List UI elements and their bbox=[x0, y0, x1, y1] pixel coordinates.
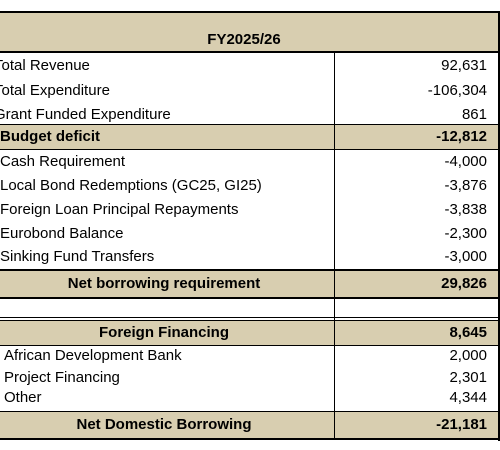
row-label: Cash Requirement bbox=[0, 153, 126, 170]
rule bbox=[0, 124, 500, 125]
row-label: Net borrowing requirement bbox=[67, 275, 261, 292]
table-row-foreign-loan-repayments: Foreign Loan Principal Repayments -3,838 bbox=[0, 201, 500, 223]
header-band: FY2025/26 bbox=[0, 11, 500, 51]
rule bbox=[0, 317, 500, 318]
table-row-budget-deficit: Budget deficit -12,812 bbox=[0, 125, 500, 149]
row-label: Eurobond Balance bbox=[0, 225, 124, 242]
rule bbox=[0, 438, 500, 440]
table-row-eurobond-balance: Eurobond Balance -2,300 bbox=[0, 225, 500, 247]
header-rule bbox=[0, 51, 500, 53]
table-row-local-bond-redemptions: Local Bond Redemptions (GC25, GI25) -3,8… bbox=[0, 177, 500, 199]
table-row-african-development-bank: African Development Bank 2,000 bbox=[0, 347, 500, 368]
row-value: -3,000 bbox=[444, 248, 487, 265]
row-value: -21,181 bbox=[436, 416, 487, 433]
row-label: Local Bond Redemptions (GC25, GI25) bbox=[0, 177, 262, 194]
row-value: -3,876 bbox=[444, 177, 487, 194]
row-label: African Development Bank bbox=[4, 347, 182, 364]
row-value: 8,645 bbox=[449, 324, 487, 341]
rule bbox=[0, 297, 500, 299]
table-row-sinking-fund-transfers: Sinking Fund Transfers -3,000 bbox=[0, 248, 500, 270]
table-row-other: Other 4,344 bbox=[0, 389, 500, 410]
row-value: -4,000 bbox=[444, 153, 487, 170]
table-row-net-borrowing-requirement: Net borrowing requirement 29,826 bbox=[0, 271, 500, 297]
row-value: 861 bbox=[461, 106, 487, 123]
row-value: 2,000 bbox=[449, 347, 487, 364]
rule bbox=[0, 411, 500, 412]
table-row-foreign-financing: Foreign Financing 8,645 bbox=[0, 321, 500, 345]
row-label: Foreign Loan Principal Repayments bbox=[0, 201, 239, 218]
row-value: -106,304 bbox=[427, 82, 487, 99]
row-label: Budget deficit bbox=[0, 128, 100, 145]
financing-table: FY2025/26 Total Revenue 92,631 Total Exp… bbox=[0, 11, 500, 441]
table-row-total-revenue: Total Revenue 92,631 bbox=[0, 57, 500, 79]
table-row-net-domestic-borrowing: Net Domestic Borrowing -21,181 bbox=[0, 412, 500, 438]
row-label: Grant Funded Expenditure bbox=[0, 106, 171, 123]
rule bbox=[0, 149, 500, 150]
rule bbox=[0, 320, 500, 321]
column-divider bbox=[334, 51, 335, 439]
table-row-cash-requirement: Cash Requirement -4,000 bbox=[0, 153, 500, 175]
row-value: -2,300 bbox=[444, 225, 487, 242]
table-row-total-expenditure: Total Expenditure -106,304 bbox=[0, 82, 500, 104]
right-border bbox=[498, 11, 500, 441]
row-value: -12,812 bbox=[436, 128, 487, 145]
row-value: -3,838 bbox=[444, 201, 487, 218]
row-label: Project Financing bbox=[4, 369, 120, 386]
row-label: Total Revenue bbox=[0, 57, 90, 74]
row-label: Foreign Financing bbox=[99, 324, 229, 341]
row-value: 2,301 bbox=[449, 369, 487, 386]
row-value: 92,631 bbox=[441, 57, 487, 74]
rule bbox=[0, 269, 500, 271]
row-value: 4,344 bbox=[449, 389, 487, 406]
table-row-grant-funded-expenditure: Grant Funded Expenditure 861 bbox=[0, 106, 500, 128]
row-value: 29,826 bbox=[441, 275, 487, 292]
rule bbox=[0, 345, 500, 346]
row-label: Total Expenditure bbox=[0, 82, 110, 99]
top-border bbox=[0, 11, 500, 13]
column-header-fy: FY2025/26 bbox=[207, 31, 281, 48]
table-row-project-financing: Project Financing 2,301 bbox=[0, 369, 500, 390]
row-label: Net Domestic Borrowing bbox=[76, 416, 252, 433]
row-label: Sinking Fund Transfers bbox=[0, 248, 155, 265]
row-label: Other bbox=[4, 389, 42, 406]
